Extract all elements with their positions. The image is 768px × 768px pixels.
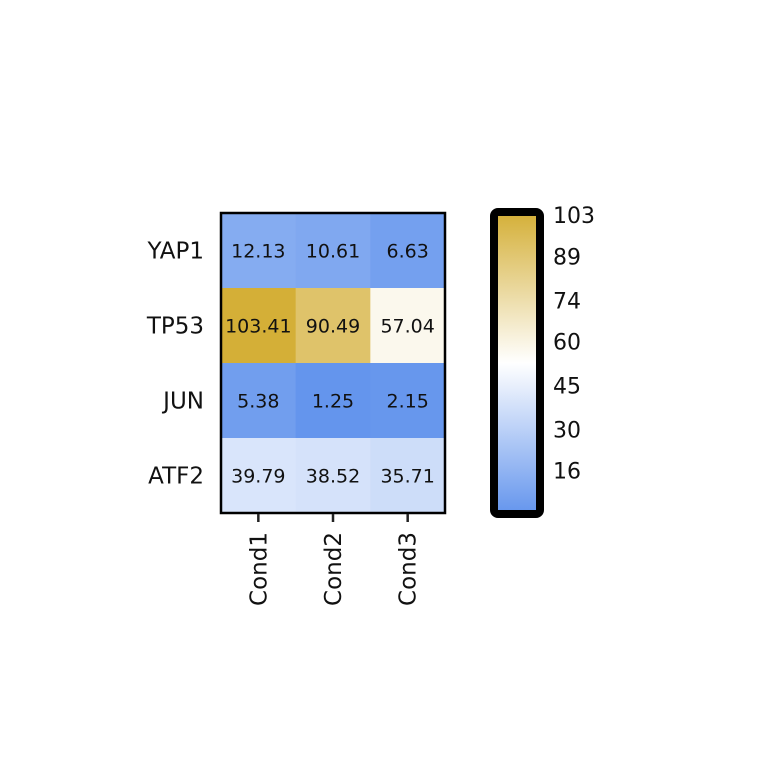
colorbar-tick-label: 60 (553, 330, 581, 355)
cell-value-label: 2.15 (387, 391, 429, 413)
column-label: Cond2 (321, 532, 347, 606)
heatmap-border (219, 211, 447, 515)
heatmap-cell (295, 438, 371, 514)
heatmap-cell (221, 288, 297, 364)
cell-value-label: 6.63 (387, 241, 429, 263)
cell-value-label: 90.49 (306, 316, 360, 338)
colorbar-tick-label: 89 (553, 245, 581, 270)
colorbar-tick-label: 74 (553, 289, 581, 314)
colorbar-tick-label: 103 (553, 204, 595, 229)
cell-value-label: 10.61 (306, 241, 360, 263)
row-label: TP53 (146, 314, 204, 340)
cell-value-label: 12.13 (231, 241, 285, 263)
cell-value-label: 103.41 (225, 316, 291, 338)
colorbar-ticks: 16 30 45 60 74 89 103 (553, 204, 595, 484)
heatmap-cell (295, 363, 371, 439)
colorbar-tick-label: 16 (553, 460, 581, 485)
cell-value-label: 39.79 (231, 466, 285, 488)
column-label: Cond3 (396, 532, 422, 606)
heatmap-cell (295, 288, 371, 364)
colorbar-gradient (490, 208, 544, 518)
cell-value-label: 5.38 (237, 391, 279, 413)
row-label: ATF2 (148, 464, 204, 490)
cell-value-label: 1.25 (312, 391, 354, 413)
colorbar-tick-label: 45 (553, 375, 581, 400)
row-labels: YAP1 TP53 JUN ATF2 (146, 239, 204, 490)
heatmap-cells: 12.13 10.61 6.63 103.41 90.49 57.04 5.38 1.25 2.… (221, 213, 446, 514)
heatmap-cell (370, 213, 446, 289)
cell-value-label: 57.04 (380, 316, 434, 338)
heatmap-cell (370, 438, 446, 514)
heatmap-cell (370, 288, 446, 364)
colorbar-tick-label: 30 (553, 419, 581, 444)
cell-value-label: 35.71 (380, 466, 434, 488)
heatmap-cell (221, 213, 297, 289)
row-label: JUN (161, 389, 204, 415)
column-labels: Cond1 Cond2 Cond3 (246, 514, 422, 606)
heatmap-cell (295, 213, 371, 289)
column-label: Cond1 (246, 532, 272, 606)
cell-value-label: 38.52 (306, 466, 360, 488)
heatmap-cell (221, 363, 297, 439)
colorbar: 16 30 45 60 74 89 103 (490, 204, 595, 518)
heatmap-cell (221, 438, 297, 514)
heatmap-cell (370, 363, 446, 439)
row-label: YAP1 (146, 239, 204, 265)
